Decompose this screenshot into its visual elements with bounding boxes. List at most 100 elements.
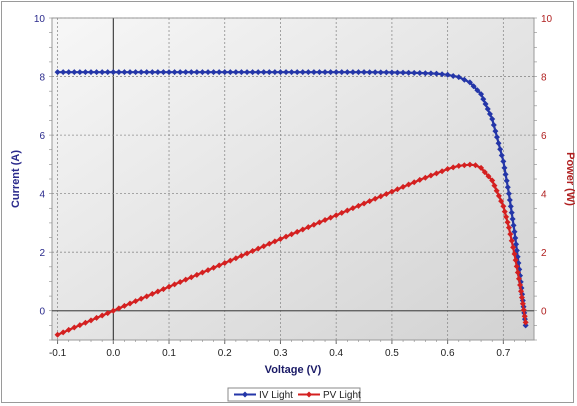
series-point-2 (507, 231, 514, 238)
y-axis-left-title: Current (A) (10, 150, 22, 208)
series-point-1 (277, 69, 284, 76)
series-point-1 (154, 69, 161, 76)
series-point-1 (495, 140, 502, 147)
series-point-1 (210, 69, 217, 76)
series-point-2 (327, 214, 334, 221)
series-point-1 (322, 69, 329, 76)
series-point-2 (227, 257, 234, 264)
series-point-1 (470, 83, 477, 90)
legend-swatch-marker (242, 391, 248, 398)
series-point-1 (166, 69, 173, 76)
series-point-2 (305, 224, 312, 231)
series-point-1 (498, 152, 505, 159)
series-point-2 (210, 264, 217, 271)
series-point-1 (110, 69, 117, 76)
series-point-2 (199, 269, 206, 276)
series-point-1 (327, 69, 334, 76)
series-point-2 (498, 198, 505, 205)
series-point-2 (394, 186, 401, 193)
series-point-1 (489, 115, 496, 122)
series-point-2 (513, 263, 520, 270)
series-point-2 (439, 168, 446, 175)
x-tick-label: 0.3 (274, 348, 288, 359)
series-point-1 (305, 69, 312, 76)
series-point-2 (110, 307, 117, 314)
series-point-1 (400, 69, 407, 76)
series-point-2 (466, 161, 473, 168)
series-point-2 (495, 192, 502, 199)
series-point-2 (411, 179, 418, 186)
series-point-1 (427, 70, 434, 77)
series-point-1 (171, 69, 178, 76)
series-point-1 (60, 69, 67, 76)
series-point-2 (422, 174, 429, 181)
series-point-2 (510, 244, 517, 251)
series-point-1 (507, 203, 514, 210)
series-point-2 (504, 219, 511, 226)
y-right-tick-label: 8 (541, 73, 547, 84)
series-point-1 (344, 69, 351, 76)
series-point-1 (405, 69, 412, 76)
series-point-1 (199, 69, 206, 76)
series-point-2 (177, 278, 184, 285)
series-point-1 (513, 241, 520, 248)
series-point-1 (493, 134, 500, 141)
tick-labels: -0.1 0.0 0.1 0.2 0.3 0.4 0.5 0.6 0.7 0 0 2 2 4 4 6 6 8 8 10… (34, 14, 553, 359)
series-point-2 (372, 195, 379, 202)
series-point-1 (383, 69, 390, 76)
series-point-2 (444, 166, 451, 173)
series-point-2 (501, 208, 508, 215)
series-point-2 (138, 295, 145, 302)
x-tick-label: 0.0 (106, 348, 120, 359)
series-point-1 (149, 69, 156, 76)
series-point-2 (515, 275, 522, 282)
series-point-1 (492, 128, 499, 135)
series-point-2 (104, 310, 111, 317)
series-point-1 (221, 69, 228, 76)
series-point-1 (510, 222, 517, 229)
x-tick-label: 0.4 (329, 348, 343, 359)
series-point-2 (366, 198, 373, 205)
series-point-1 (366, 69, 373, 76)
series-point-1 (160, 69, 167, 76)
series-point-1 (433, 70, 440, 77)
series-point-1 (394, 69, 401, 76)
series-point-2 (388, 188, 395, 195)
series-point-2 (522, 319, 529, 326)
series-point-2 (154, 288, 161, 295)
series-point-1 (310, 69, 317, 76)
plot-area (51, 17, 535, 341)
series-point-2 (472, 162, 479, 169)
series-point-1 (82, 69, 89, 76)
series-point-2 (427, 172, 434, 179)
series-point-1 (216, 69, 223, 76)
series-point-2 (361, 200, 368, 207)
series-point-2 (54, 331, 61, 338)
series-point-1 (299, 69, 306, 76)
series-point-2 (416, 176, 423, 183)
series-point-1 (99, 69, 106, 76)
series-point-2 (333, 212, 340, 219)
y-left-tick-label: 8 (39, 73, 45, 84)
series-point-2 (160, 286, 167, 293)
series-point-1 (104, 69, 111, 76)
legend: IV Light PV Light (227, 387, 361, 402)
y-right-tick-label: 2 (541, 248, 547, 259)
series-point-1 (502, 171, 509, 178)
series-point-2 (277, 236, 284, 243)
series-point-2 (221, 260, 228, 267)
series-point-2 (149, 290, 156, 297)
legend-swatch-marker (306, 391, 312, 398)
series-point-1 (455, 74, 462, 81)
series-point-1 (232, 69, 239, 76)
legend-label: PV Light (323, 390, 361, 401)
series-point-1 (439, 71, 446, 78)
series-point-2 (99, 312, 106, 319)
series-point-2 (249, 248, 256, 255)
series-point-1 (93, 69, 100, 76)
series-point-2 (205, 267, 212, 274)
series-point-1 (388, 69, 395, 76)
series-point-1 (271, 69, 278, 76)
series-point-2 (132, 298, 139, 305)
